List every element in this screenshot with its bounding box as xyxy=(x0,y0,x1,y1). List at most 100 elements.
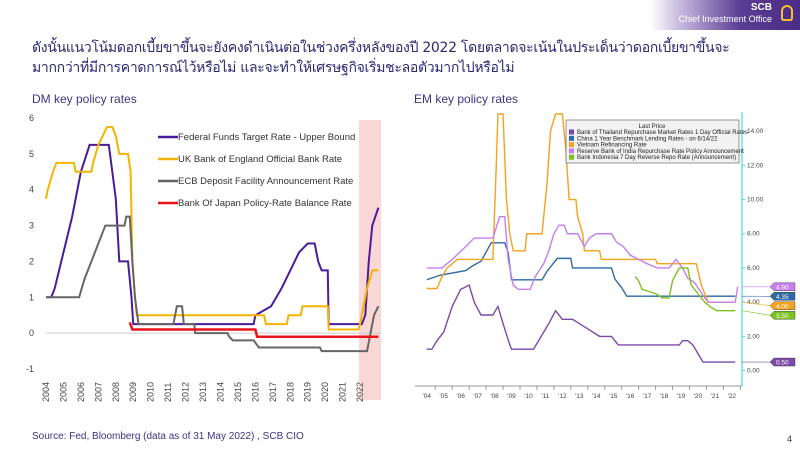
y-tick-label: 10.00 xyxy=(747,197,764,204)
legend-label: Bank Indonesia 7 Day Reverse Repo Rate (… xyxy=(577,155,736,161)
legend-label: Federal Funds Target Rate - Upper Bound xyxy=(178,132,355,143)
x-tick-label: 2007 xyxy=(93,382,103,402)
legend-label: Reserve Bank of India Repurchase Rate Po… xyxy=(577,149,744,155)
x-tick-label: '05 xyxy=(439,393,448,400)
y-tick-label: 5 xyxy=(29,149,34,159)
series-line-0 xyxy=(46,143,380,326)
x-tick-label: '06 xyxy=(456,393,465,400)
highlight-2022 xyxy=(359,120,381,400)
y-tick-label: 12.00 xyxy=(747,162,764,169)
x-tick-label: '17 xyxy=(643,393,652,400)
last-price-leader xyxy=(741,310,771,316)
x-tick-label: 2005 xyxy=(58,382,68,402)
last-price-tag xyxy=(769,311,796,320)
series-line-2 xyxy=(46,215,380,353)
x-tick-label: 2006 xyxy=(76,382,86,402)
x-tick-label: '04 xyxy=(423,393,432,400)
y-tick-label: 0.00 xyxy=(747,368,760,375)
logo-brand: SCB xyxy=(750,2,772,13)
series-line-3 xyxy=(128,321,379,338)
x-tick-label: 2013 xyxy=(198,382,208,402)
x-tick-label: 2019 xyxy=(303,382,313,402)
y-tick-label: 8.00 xyxy=(747,231,760,238)
x-tick-label: 2011 xyxy=(163,383,173,402)
page-number: 4 xyxy=(786,434,792,444)
x-tick-label: 2012 xyxy=(181,382,191,402)
last-price-value: 4.00 xyxy=(776,303,789,310)
legend-label: China 1 Year Benchmark Lending Rates - o… xyxy=(577,136,718,142)
last-price-tag xyxy=(769,301,796,310)
legend-swatch xyxy=(569,154,574,160)
legend-label: Bank Of Japan Policy-Rate Balance Rate xyxy=(178,198,352,209)
y-tick-label: 3 xyxy=(29,221,34,231)
y-tick-label: 2.00 xyxy=(747,333,760,340)
x-tick-label: 2018 xyxy=(285,382,295,402)
x-tick-label: '22 xyxy=(728,393,737,400)
x-tick-label: '07 xyxy=(473,393,482,400)
series-line-0 xyxy=(426,284,736,363)
y-tick-label: 4.00 xyxy=(747,299,760,306)
x-tick-label: 2016 xyxy=(250,382,260,402)
dm-chart-title: DM key policy rates xyxy=(32,92,137,106)
slide-title: ดังนั้นแนวโน้มดอกเบี้ยขาขึ้นจะยังคงดำเนิ… xyxy=(32,40,730,76)
last-price-value: 0.50 xyxy=(776,360,789,367)
legend-label: Bank of Thailand Repurchase Market Rates… xyxy=(577,130,748,136)
scb-cio-logo: SCB Chief Investment Office xyxy=(650,0,800,30)
x-tick-label: '10 xyxy=(524,393,533,400)
em-chart-title: EM key policy rates xyxy=(414,92,519,106)
legend-box xyxy=(565,119,740,164)
legend-swatch xyxy=(569,142,574,148)
last-price-tag xyxy=(769,357,796,367)
x-tick-label: '18 xyxy=(660,393,669,400)
legend-label: Vietnam Refinancing Rate xyxy=(577,143,647,149)
last-price-leader xyxy=(741,301,771,307)
logo-subtitle: Chief Investment Office xyxy=(678,14,772,24)
series-line-2 xyxy=(426,113,736,303)
source-note: Source: Fed, Bloomberg (data as of 31 Ma… xyxy=(32,431,304,442)
last-price-tag xyxy=(769,292,796,301)
series-line-1 xyxy=(426,242,736,297)
x-tick-label: '08 xyxy=(490,393,499,400)
x-tick-label: 2022 xyxy=(355,382,365,402)
x-tick-label: '09 xyxy=(507,393,516,400)
legend-label: UK Bank of England Official Bank Rate xyxy=(178,154,342,165)
x-tick-label: 2008 xyxy=(111,382,121,402)
x-tick-label: '12 xyxy=(558,393,567,400)
last-price-value: 4.35 xyxy=(776,294,789,301)
legend-swatch xyxy=(569,135,574,141)
x-tick-label: '14 xyxy=(592,393,601,400)
x-tick-label: '19 xyxy=(677,393,686,400)
x-tick-label: 2009 xyxy=(128,382,138,402)
series-line-4 xyxy=(634,267,736,312)
x-tick-label: 2004 xyxy=(41,382,51,402)
x-tick-label: '11 xyxy=(541,393,549,400)
y-tick-label: 0 xyxy=(29,328,34,338)
x-tick-label: 2014 xyxy=(215,382,225,402)
scb-emblem-icon xyxy=(781,5,793,21)
x-tick-label: '21 xyxy=(711,393,720,400)
x-tick-label: 2021 xyxy=(338,382,348,402)
y-tick-label: 6.00 xyxy=(747,265,760,272)
y-tick-label: 6 xyxy=(29,113,34,123)
y-tick-label: -1 xyxy=(26,364,34,374)
last-price-value: 4.90 xyxy=(776,284,789,291)
x-tick-label: '13 xyxy=(575,393,584,400)
x-tick-label: 2020 xyxy=(320,382,330,402)
y-tick-label: 14.00 xyxy=(747,128,764,135)
series-line-3 xyxy=(426,215,739,303)
legend-swatch xyxy=(569,129,574,135)
y-tick-label: 2 xyxy=(29,256,34,266)
last-price-tag xyxy=(769,282,796,291)
y-tick-label: 1 xyxy=(29,292,34,302)
x-tick-label: 2017 xyxy=(268,382,278,402)
last-price-value: 3.50 xyxy=(776,313,789,320)
legend-label: ECB Deposit Facility Announcement Rate xyxy=(178,176,353,187)
legend-title: Last Price xyxy=(639,124,666,130)
x-tick-label: 2015 xyxy=(233,382,243,402)
y-tick-label: 4 xyxy=(29,185,34,195)
x-tick-label: '16 xyxy=(626,393,635,400)
legend-swatch xyxy=(569,148,574,154)
x-tick-label: '20 xyxy=(694,393,703,400)
x-tick-label: '15 xyxy=(609,393,618,400)
